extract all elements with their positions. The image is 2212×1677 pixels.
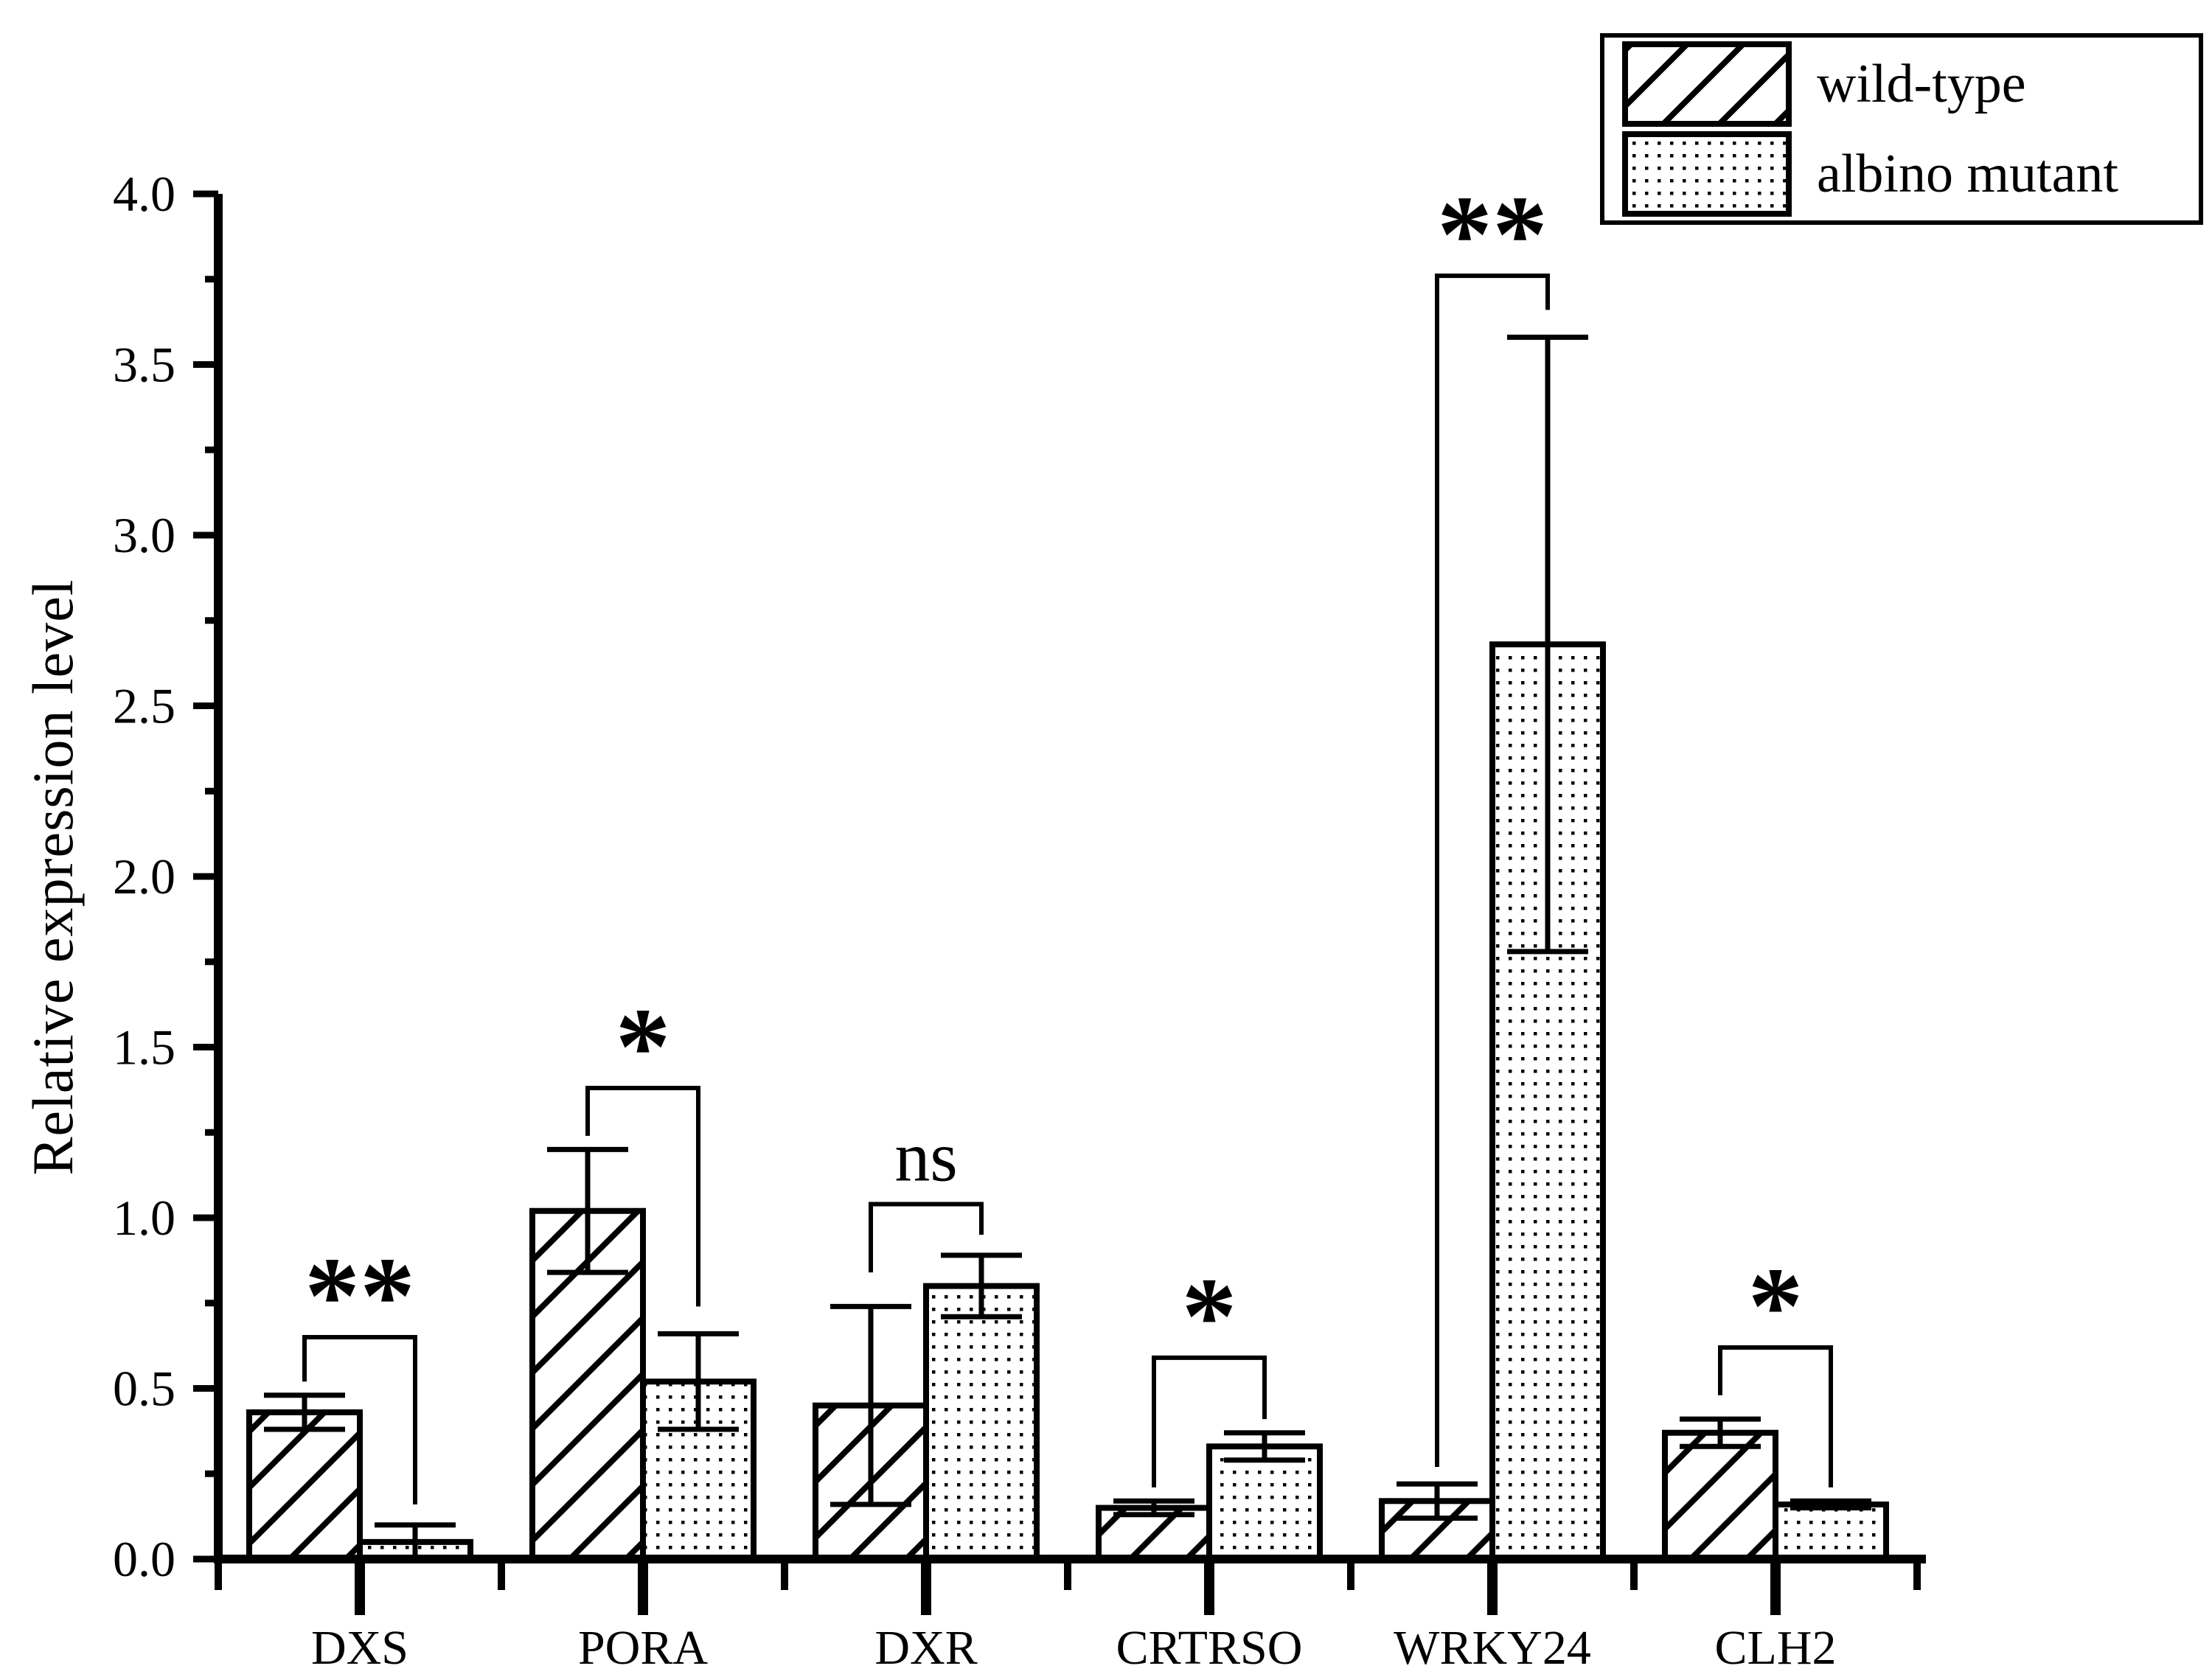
y-tick-label-0.0: 0.0 [113,1531,175,1587]
y-tick-label-2.5: 2.5 [113,678,175,734]
significance-label-DXR: ns [894,1117,957,1196]
y-tick-label-1.0: 1.0 [113,1190,175,1246]
significance-label-CRTRSO: * [1182,1255,1237,1378]
y-tick-label-3.0: 3.0 [113,507,175,563]
category-label-CLH2: CLH2 [1715,1621,1837,1675]
y-tick-label-3.5: 3.5 [113,337,175,393]
bar-hatch-CLH2 [1662,1429,1778,1562]
legend-label-wild-type: wild-type [1817,54,2026,115]
y-axis-title: Relative expression level [21,579,85,1176]
bar-hatch-DXS [246,1409,363,1563]
significance-bracket-WRKY24 [1435,273,1550,1467]
legend-item-wild-type: wild-type [1622,41,2199,128]
y-tick-label-0.5: 0.5 [113,1361,175,1417]
significance-label-CLH2: * [1748,1245,1804,1367]
bar-dots-CLH2 [1773,1501,1889,1563]
category-label-DXS: DXS [311,1621,408,1675]
legend-label-albino-mutant: albino mutant [1817,143,2118,204]
category-label-CRTRSO: CRTRSO [1116,1621,1303,1675]
y-tick-label-1.5: 1.5 [113,1019,175,1075]
significance-label-PORA: * [616,986,671,1108]
significance-label-WRKY24: ** [1437,173,1548,296]
legend-item-albino-mutant: albino mutant [1622,130,2199,217]
legend-box: wild-type albino mutant [1600,33,2203,225]
bar-dots-CRTRSO [1206,1443,1323,1562]
bar-dots-DXR [923,1283,1040,1562]
significance-bracket-CRTRSO [1152,1355,1267,1488]
significance-label-DXS: ** [305,1235,415,1357]
legend-swatch-hatch-icon [1622,41,1792,128]
category-label-DXR: DXR [874,1621,977,1675]
significance-bracket-PORA [585,1086,700,1307]
category-label-WRKY24: WRKY24 [1394,1621,1591,1675]
y-tick-label-4.0: 4.0 [113,166,175,222]
significance-bracket-DXR [869,1202,984,1273]
significance-bracket-CLH2 [1718,1345,1833,1488]
significance-bracket-DXS [302,1335,417,1505]
category-label-PORA: PORA [578,1621,708,1675]
legend-swatch-dots-icon [1622,130,1792,217]
y-tick-label-2.0: 2.0 [113,848,175,904]
